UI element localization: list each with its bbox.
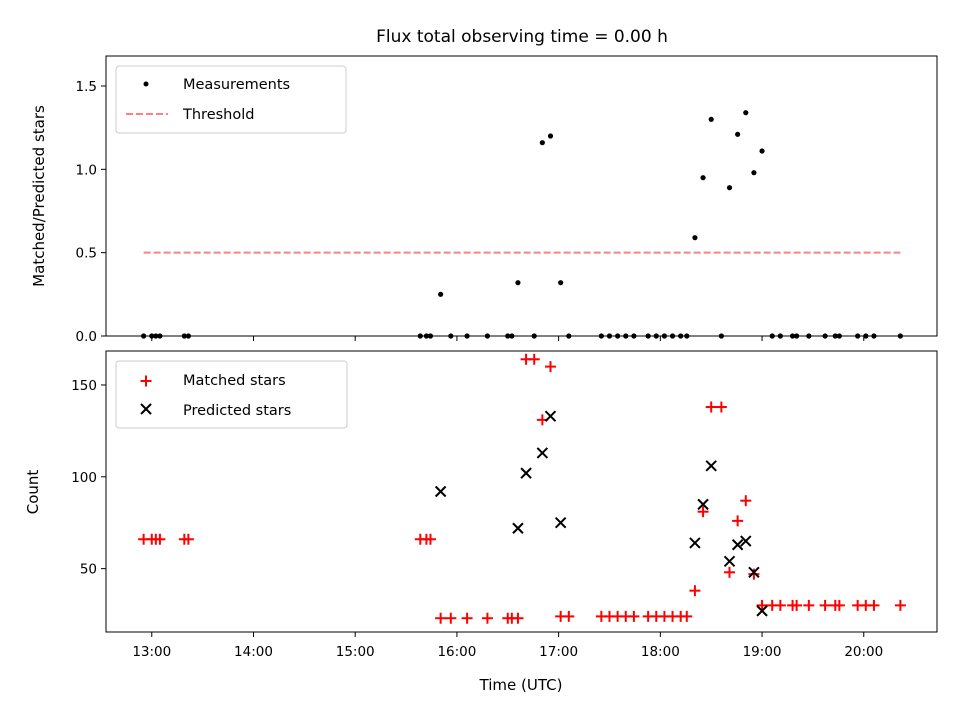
matched-star-point (435, 612, 447, 624)
matched-star-point (803, 599, 815, 611)
top-y-tick-label: 0.5 (76, 246, 97, 262)
bottom-frame (105, 350, 938, 633)
matched-star-point (819, 599, 831, 611)
matched-star-point (868, 599, 880, 611)
x-tick-label: 19:00 (743, 644, 782, 660)
matched-star-point (732, 515, 744, 527)
legend-measurements-label: Measurements (183, 77, 290, 93)
measurement-point (743, 110, 749, 116)
predicted-star-point (697, 498, 709, 511)
measurement-point (700, 175, 706, 181)
predicted-star-point (554, 517, 567, 529)
top-legend-box (115, 65, 347, 134)
matched-star-point (756, 599, 768, 611)
x-tick-label: 17:00 (539, 644, 578, 660)
bottom-y-tick-label: 50 (80, 562, 97, 578)
predicted-star-point (740, 535, 752, 547)
chart-title: Flux total observing time = 0.00 h (376, 27, 668, 47)
matched-star-point (681, 610, 693, 622)
x-tick-label: 13:00 (132, 644, 171, 660)
measurement-point (547, 133, 554, 139)
matched-star-point (424, 533, 436, 545)
matched-star-point (894, 599, 906, 611)
legend-matched-label: Matched stars (183, 373, 286, 389)
bottom-y-ticks: 50 100 150 (71, 378, 106, 578)
predicted-star-point (756, 605, 768, 617)
matched-star-point (697, 506, 709, 518)
predicted-star-point (705, 460, 717, 472)
matched-star-point (154, 533, 166, 545)
predicted-star-point (723, 555, 736, 567)
matched-star-point (182, 533, 194, 545)
matched-star-point (689, 585, 701, 597)
x-tick-label: 16:00 (437, 644, 476, 660)
measurement-point (708, 116, 714, 122)
bottom-y-tick-label: 150 (71, 378, 97, 394)
matched-star-point (715, 401, 727, 413)
predicted-star-point (536, 447, 549, 459)
matched-star-point (724, 566, 736, 578)
top-y-axis-label: Matched/Predicted stars (30, 105, 48, 287)
x-tick-label: 20:00 (844, 644, 883, 660)
matched-star-point (833, 599, 845, 611)
legend-measurements-marker (143, 81, 149, 87)
bottom-y-tick-label: 100 (71, 470, 97, 486)
bottom-y-axis-label: Count (24, 470, 42, 515)
matched-star-point (481, 612, 493, 624)
matched-star-point (461, 612, 473, 624)
bottom-marks (138, 353, 906, 624)
measurement-point (515, 280, 521, 286)
matched-star-point (740, 495, 752, 507)
top-y-tick-label: 1.0 (76, 162, 97, 178)
bottom-legend: Matched stars Predicted stars (115, 360, 348, 429)
predicted-star-point (434, 485, 447, 498)
matched-star-point (445, 612, 457, 624)
x-tick-label: 14:00 (234, 644, 273, 660)
measurement-point (558, 280, 564, 286)
top-frame (105, 55, 938, 337)
bottom-legend-box (115, 360, 348, 429)
legend-threshold-label: Threshold (182, 107, 254, 123)
predicted-star-point (544, 410, 557, 422)
x-tick-label: 18:00 (641, 644, 680, 660)
measurement-point (735, 131, 741, 137)
top-y-tick-label: 0.0 (76, 329, 97, 345)
matched-star-point (791, 599, 803, 611)
matched-star-point (628, 610, 640, 622)
bottom-x-ticks: 13:00 14:00 15:00 16:00 17:00 18:00 19:00 20:00 (132, 632, 883, 660)
predicted-star-point (689, 537, 701, 549)
matched-star-point (563, 610, 575, 622)
measurement-point (726, 185, 733, 191)
legend-predicted-label: Predicted stars (183, 403, 291, 419)
matched-star-point (528, 353, 540, 365)
predicted-star-point (512, 522, 524, 534)
matched-star-point (512, 612, 524, 624)
measurement-point (759, 148, 765, 154)
measurement-point (438, 291, 444, 297)
matched-star-point (774, 599, 786, 611)
top-y-ticks: 0.0 0.5 1.0 1.5 (76, 79, 106, 345)
measurement-point (751, 170, 757, 176)
predicted-star-point (520, 467, 532, 479)
top-y-tick-label: 1.5 (76, 79, 97, 95)
top-panel: 0.0 0.5 1.0 1.5 Matched/Predicted stars Mea… (30, 55, 938, 345)
top-x-ticks (151, 336, 865, 341)
matched-star-point (748, 568, 760, 580)
predicted-star-point (731, 539, 744, 551)
predicted-star-point (748, 566, 760, 579)
x-tick-label: 15:00 (336, 644, 375, 660)
legend-predicted-marker (140, 403, 152, 415)
top-legend: Measurements Threshold (115, 65, 347, 134)
matched-star-point (705, 401, 717, 413)
matched-star-point (544, 361, 556, 373)
measurement-point (539, 140, 545, 146)
legend-matched-marker (140, 375, 152, 387)
measurement-point (692, 235, 698, 241)
x-axis-label: Time (UTC) (479, 676, 563, 694)
